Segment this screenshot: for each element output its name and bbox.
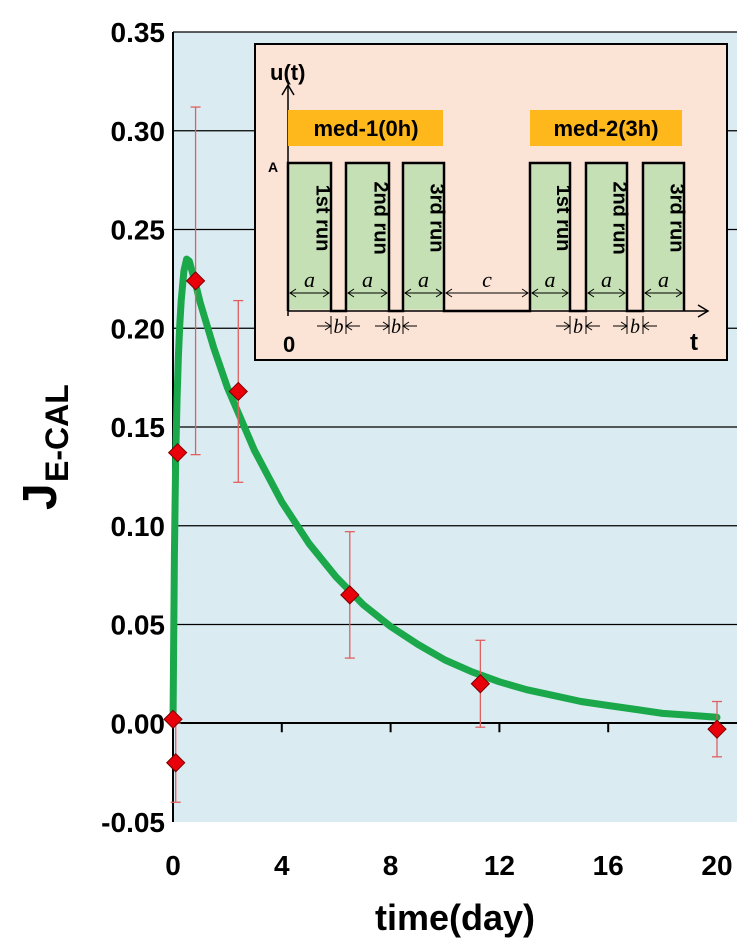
pulse-width-arrow xyxy=(644,288,683,298)
run-pulse xyxy=(644,164,683,310)
y-tick-label: 0.05 xyxy=(111,610,166,641)
run-pulse xyxy=(404,164,443,310)
run-label: 2nd run xyxy=(370,181,392,254)
y-tick-label: 0.30 xyxy=(111,116,166,147)
y-tick-label: 0.10 xyxy=(111,511,166,542)
data-point xyxy=(470,674,491,694)
run-label: 1st run xyxy=(312,185,334,252)
inset-y-arrow xyxy=(281,83,295,96)
data-point xyxy=(185,271,206,291)
run-pulse xyxy=(587,164,626,310)
y-tick-label: -0.05 xyxy=(101,807,165,838)
pulse-width-label: a xyxy=(545,267,556,292)
banner-med-2-label: med-2(3h) xyxy=(553,116,658,141)
gap-label: b xyxy=(630,316,640,338)
run-label: 2nd run xyxy=(609,181,631,254)
data-point xyxy=(340,585,360,605)
data-point xyxy=(228,381,248,402)
x-tick-label: 8 xyxy=(383,850,399,881)
pulse-width-label: a xyxy=(304,267,315,292)
banner-med-1-label: med-1(0h) xyxy=(313,116,418,141)
y-tick-labels: -0.05 0.00 0.05 0.10 0.15 0.20 0.25 0.30 0.35 xyxy=(101,17,165,838)
pulse-width-arrow xyxy=(289,288,330,298)
inset-x-arrow xyxy=(697,304,710,318)
pulse-width-label: a xyxy=(418,267,429,292)
dimension-markers: c b b b b xyxy=(289,267,683,338)
banner-med-2 xyxy=(530,110,682,146)
fitted-curve xyxy=(169,255,721,727)
pulse-width-label: a xyxy=(362,267,373,292)
inset-y-label: u(t) xyxy=(270,60,305,85)
data-points xyxy=(163,271,727,773)
gap-label: b xyxy=(391,316,401,338)
dosing-schedule-inset: u(t) t 0 A med-1(0h) med-2(3h) 1st run a 2… xyxy=(254,43,728,361)
data-point xyxy=(163,709,183,730)
inset-x-label: t xyxy=(690,329,698,356)
interval-label: c xyxy=(482,267,492,292)
x-tick-labels: 0 4 8 12 16 20 xyxy=(165,850,732,881)
svg-text:E-CAL: E-CAL xyxy=(39,384,75,482)
gap-marker xyxy=(613,316,657,334)
pulse-width-label: a xyxy=(658,267,669,292)
pulse-width-arrow xyxy=(404,288,443,298)
gap-marker xyxy=(556,316,600,334)
inset-origin-label: 0 xyxy=(283,332,295,357)
x-tick-label: 4 xyxy=(274,850,290,881)
x-tick-label: 16 xyxy=(593,850,624,881)
y-tick-label: 0.20 xyxy=(111,313,166,344)
run-pulse xyxy=(531,164,569,310)
pulse-width-arrow xyxy=(587,288,626,298)
run-pulses: 1st run a 2nd run a 3rd run a 1st run a 2nd run a… xyxy=(289,164,688,310)
y-tick-label: 0.25 xyxy=(111,215,166,246)
y-tick-label: 0.00 xyxy=(111,708,166,739)
gap-marker xyxy=(375,316,417,334)
data-point xyxy=(166,753,186,773)
x-axis-title: time(day) xyxy=(375,897,535,938)
x-tick-label: 0 xyxy=(165,850,181,881)
y-tick-label: 0.15 xyxy=(111,412,166,443)
pulse-width-arrow xyxy=(347,288,388,298)
inset-level-label: A xyxy=(268,159,278,175)
banner-med-1 xyxy=(288,110,443,146)
x-tick-label: 20 xyxy=(701,850,732,881)
interval-arrow xyxy=(445,288,529,298)
pulse-width-label: a xyxy=(601,267,612,292)
run-pulse xyxy=(347,164,388,310)
gap-label: b xyxy=(573,316,583,338)
run-pulse xyxy=(289,164,330,310)
pulse-width-arrow xyxy=(531,288,569,298)
run-label: 1st run xyxy=(552,185,574,252)
x-tick-label: 12 xyxy=(484,850,515,881)
y-tick-label: 0.35 xyxy=(111,17,166,48)
pulse-waveform xyxy=(286,161,686,313)
svg-text:J: J xyxy=(14,483,67,510)
gap-marker xyxy=(317,316,360,334)
gap-label: b xyxy=(334,316,344,338)
y-axis-title: J E-CAL xyxy=(14,384,75,510)
run-label: 3rd run xyxy=(666,184,688,253)
data-point xyxy=(707,719,727,739)
data-point xyxy=(167,442,188,463)
run-label: 3rd run xyxy=(426,184,448,253)
